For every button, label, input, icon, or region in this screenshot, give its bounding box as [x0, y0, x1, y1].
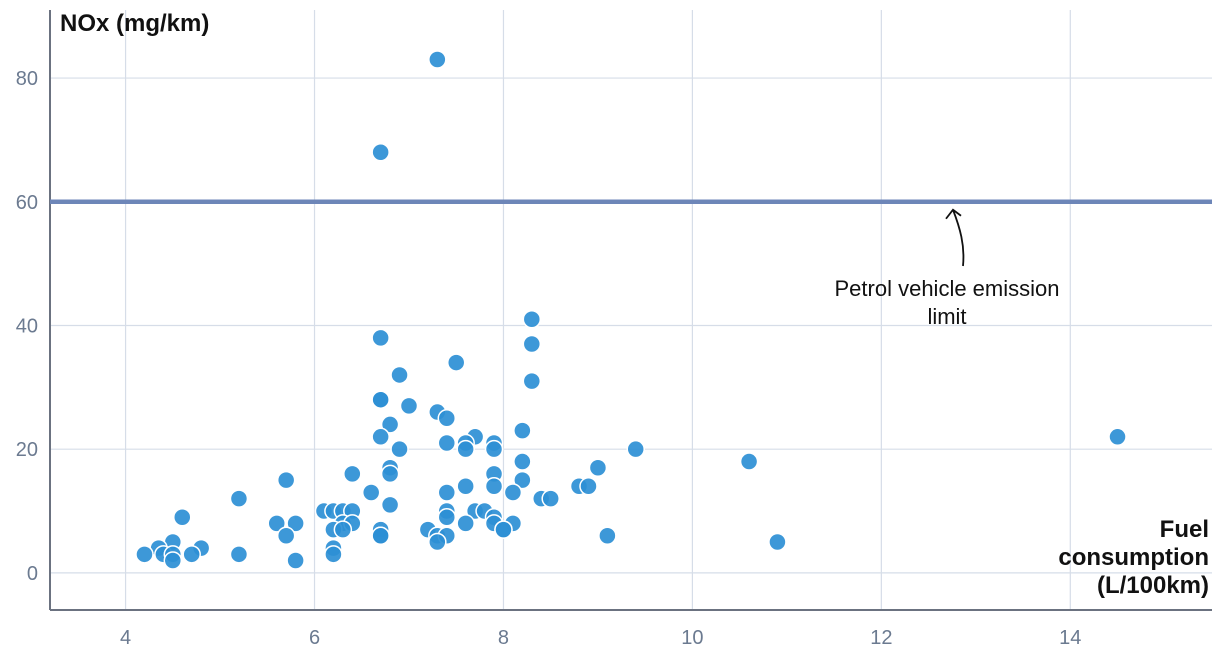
emission-limit-label: Petrol vehicle emission limit — [835, 276, 1060, 329]
x-tick-label: 6 — [309, 627, 320, 649]
data-point — [267, 514, 286, 533]
data-point — [371, 526, 390, 546]
data-point — [380, 495, 400, 515]
x-axis-title-line: consumption — [1058, 544, 1209, 571]
data-point — [324, 545, 343, 564]
data-point — [588, 458, 608, 477]
x-tick-label: 8 — [498, 627, 509, 649]
data-point — [456, 439, 475, 459]
data-point — [390, 439, 409, 459]
data-point — [626, 439, 645, 459]
emission-limit-label-line: limit — [927, 304, 966, 329]
data-point — [229, 545, 249, 564]
tick-labels: 4 6 8 10 12 14 0 20 40 60 80 — [16, 68, 1082, 649]
data-point — [484, 477, 504, 496]
data-point — [437, 483, 457, 502]
data-point — [1108, 427, 1127, 447]
data-point — [276, 526, 296, 546]
y-tick-label: 0 — [27, 563, 38, 585]
data-point — [380, 464, 400, 484]
data-point — [437, 433, 457, 453]
data-point — [484, 439, 504, 459]
data-point — [182, 545, 201, 564]
emission-limit-label-line: Petrol vehicle emission — [835, 276, 1060, 301]
data-point — [768, 532, 787, 552]
data-points — [135, 50, 1127, 570]
data-point — [541, 489, 560, 508]
data-point — [380, 415, 400, 434]
data-point — [739, 452, 759, 471]
data-point — [513, 452, 532, 471]
data-point — [173, 507, 192, 527]
x-axis-title-line: Fuel — [1160, 516, 1209, 543]
y-tick-label: 60 — [16, 192, 38, 214]
data-point — [371, 390, 390, 409]
data-point — [276, 470, 296, 490]
data-point — [286, 551, 305, 570]
data-point — [163, 551, 183, 570]
data-point — [390, 365, 409, 385]
data-point — [522, 310, 542, 329]
y-tick-label: 20 — [16, 439, 38, 461]
annotation-arrow — [945, 208, 965, 267]
data-point — [456, 477, 475, 496]
x-axis-title: Fuel consumption (L/100km) — [1058, 516, 1209, 599]
x-axis-title-line: (L/100km) — [1097, 572, 1209, 599]
data-point — [371, 328, 390, 348]
gridlines — [50, 10, 1212, 610]
data-point — [456, 514, 475, 533]
data-point — [437, 408, 457, 428]
data-point — [522, 334, 542, 354]
data-point — [598, 526, 617, 546]
data-point — [522, 371, 542, 391]
data-point — [494, 520, 513, 539]
data-point — [399, 396, 419, 416]
y-axis-title: NOx (mg/km) — [60, 10, 209, 37]
data-point — [135, 545, 154, 564]
data-point — [286, 514, 305, 533]
x-tick-label: 4 — [120, 627, 131, 649]
data-point — [579, 477, 598, 496]
data-point — [361, 483, 381, 502]
data-point — [333, 520, 353, 539]
data-point — [229, 489, 249, 508]
x-tick-label: 10 — [681, 627, 703, 649]
data-point — [513, 470, 532, 490]
x-tick-label: 12 — [870, 627, 892, 649]
data-point — [503, 483, 523, 502]
data-point — [437, 507, 457, 527]
data-point — [371, 143, 390, 162]
data-point — [428, 50, 447, 69]
data-point — [428, 532, 447, 552]
data-point — [343, 464, 362, 484]
data-point — [513, 421, 532, 440]
data-point — [446, 353, 466, 372]
y-tick-label: 80 — [16, 68, 38, 90]
data-point — [371, 427, 390, 447]
x-tick-label: 14 — [1059, 627, 1081, 649]
y-tick-label: 40 — [16, 315, 38, 337]
